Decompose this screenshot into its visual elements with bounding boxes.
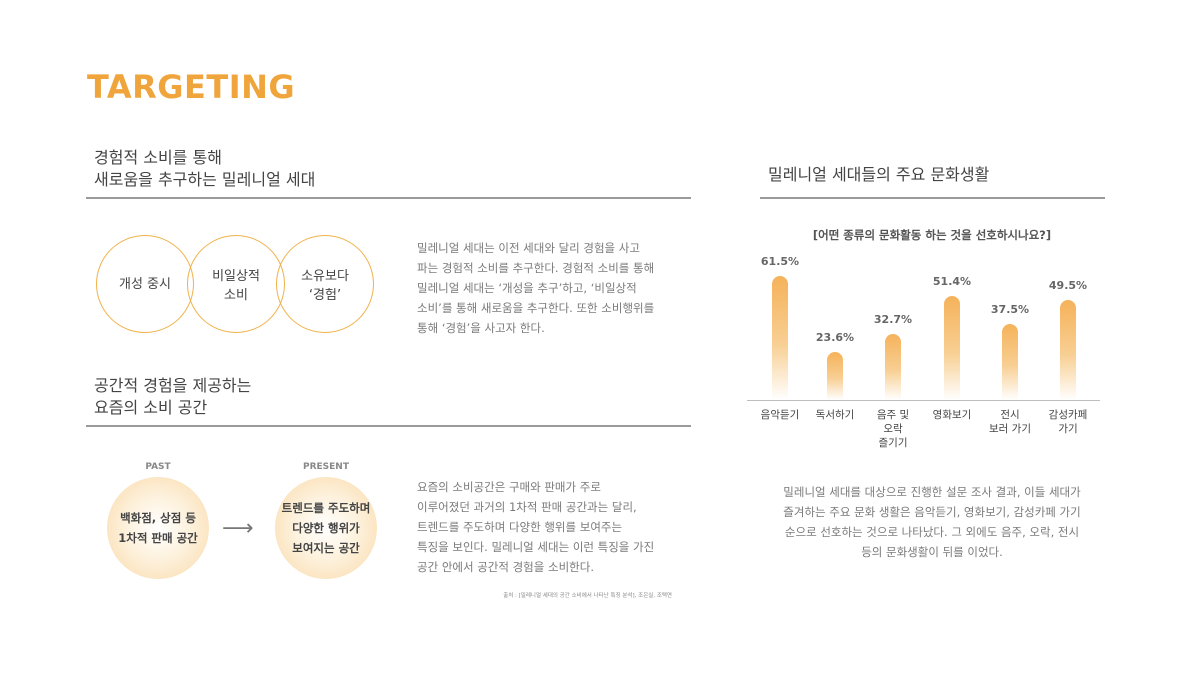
source-citation: 출처 : [밀레니얼 세대의 공간 소비에서 나타난 특징 분석], 조은실, … [503, 593, 672, 599]
present-disc [275, 477, 377, 579]
page-title: TARGETING [87, 68, 296, 106]
section1-divider [86, 197, 691, 199]
category-label-2: 음주 및 오락 즐기기 [876, 409, 910, 449]
venn-label-1: 개성 중시 [119, 277, 171, 292]
section3-divider [760, 197, 1105, 199]
bar-5 [1060, 300, 1076, 400]
venn-label-2: 비일상적 소비 [212, 269, 260, 303]
category-label-1: 독서하기 [815, 409, 855, 421]
present-label: PRESENT [303, 462, 349, 472]
arrow-right-icon: ⟶ [222, 516, 254, 541]
present-disc-label: 트렌드를 주도하며 다양한 행위가 보여지는 공간 [281, 501, 371, 555]
past-disc [107, 477, 209, 579]
bar-1 [827, 352, 843, 400]
bar-value-label-2: 32.7% [873, 313, 913, 326]
venn-label-3: 소유보다 ‘경험’ [301, 269, 349, 303]
category-label-5: 감성카페 가기 [1048, 409, 1088, 435]
section1-heading: 경험적 소비를 통해 새로움을 추구하는 밀레니얼 세대 [94, 147, 315, 191]
chart-note: 밀레니얼 세대를 대상으로 진행한 설문 조사 결과, 이들 세대가 즐겨하는 … [783, 485, 1081, 559]
bar-value-label-0: 61.5% [760, 255, 800, 268]
chart-title: [어떤 종류의 문화활동 하는 것을 선호하시나요?] [812, 228, 1052, 242]
category-label-4: 전시 보러 가기 [989, 409, 1031, 435]
past-disc-label: 백화점, 상점 등 1차적 판매 공간 [118, 511, 198, 545]
section2-heading: 공간적 경험을 제공하는 요즘의 소비 공간 [94, 375, 251, 419]
section2-paragraph: 요즘의 소비공간은 구매와 판매가 주로 이루어졌던 과거의 1차적 판매 공간… [417, 480, 655, 574]
bar-3 [944, 296, 960, 400]
bar-0 [772, 276, 788, 400]
section1-heading-line1: 경험적 소비를 통해 [94, 148, 222, 167]
section1-paragraph: 밀레니얼 세대는 이전 세대와 달리 경험을 사고 파는 경험적 소비를 추구한… [417, 241, 655, 335]
section2-divider [86, 425, 691, 427]
past-label: PAST [145, 462, 171, 472]
bar-value-label-5: 49.5% [1048, 279, 1088, 292]
section1-heading-line2: 새로움을 추구하는 밀레니얼 세대 [94, 170, 316, 189]
venn-diagram: 개성 중시 비일상적 소비 소유보다 ‘경험’ [96, 235, 378, 335]
bar-4 [1002, 324, 1018, 400]
bar-value-label-4: 37.5% [990, 303, 1030, 316]
chart-x-axis [747, 400, 1100, 401]
category-label-3: 영화보기 [932, 409, 972, 421]
section2-heading-line1: 공간적 경험을 제공하는 [94, 376, 252, 395]
category-label-0: 음악듣기 [760, 409, 800, 421]
section2-heading-line2: 요즘의 소비 공간 [94, 398, 208, 417]
section3-heading: 밀레니얼 세대들의 주요 문화생활 [768, 165, 990, 184]
bar-value-label-3: 51.4% [932, 275, 972, 288]
venn-circle-3 [276, 235, 374, 333]
bar-value-label-1: 23.6% [815, 331, 855, 344]
bar-2 [885, 334, 901, 400]
bar-chart: 61.5% 음악듣기 23.6% 독서하기 32.7% 음주 및 오락 즐기기 51.4% 영화보… [745, 245, 1105, 455]
